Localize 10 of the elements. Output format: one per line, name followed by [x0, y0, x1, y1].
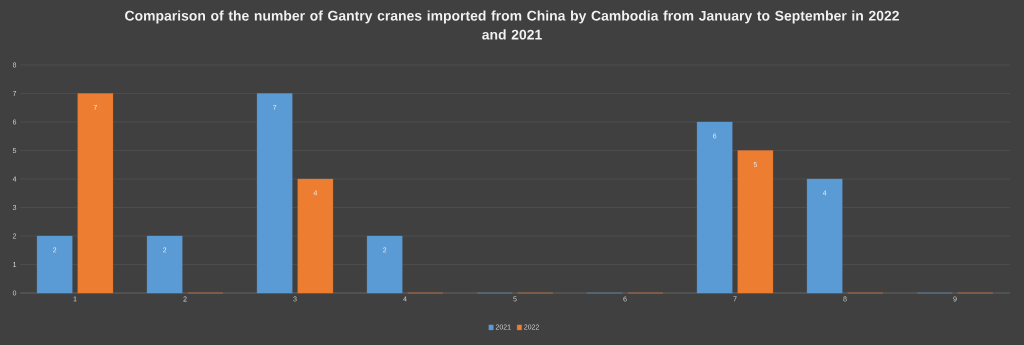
- chart-title: Comparison of the number of Gantry cranes imported from China by Cambodia from January to September in 2022 and 2021: [125, 10, 899, 40]
- bar: [77, 93, 114, 294]
- bar: [737, 150, 774, 294]
- bar: [806, 178, 843, 294]
- bar: [36, 235, 73, 294]
- bar: [297, 178, 334, 294]
- bar: [146, 235, 183, 294]
- bar: [696, 121, 733, 294]
- bar: [256, 93, 293, 294]
- bar: [366, 235, 403, 294]
